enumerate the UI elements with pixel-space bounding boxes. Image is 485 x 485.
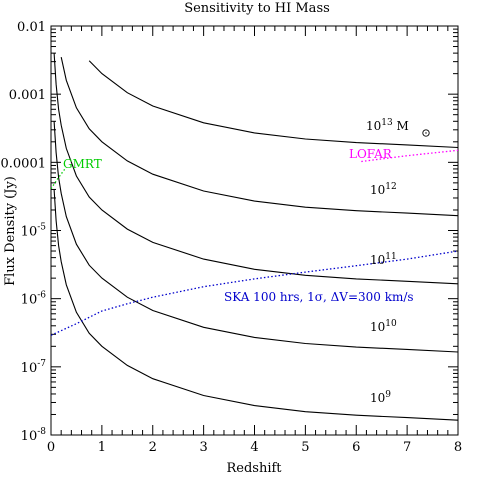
x-tick-label: 7	[403, 440, 411, 455]
mass-curve	[53, 189, 458, 421]
y-axis-label: Flux Density (Jy)	[3, 176, 18, 286]
solar-symbol-dot	[425, 132, 427, 134]
x-tick-label: 8	[454, 440, 462, 455]
plot-frame	[50, 25, 459, 436]
solar-symbol	[422, 129, 430, 137]
mass-curve-label: 109	[370, 390, 391, 405]
mass-curve	[53, 121, 458, 353]
mass-curve-label: 1013 M	[366, 118, 409, 133]
x-tick-label: 6	[352, 440, 360, 455]
sensitivity-curve	[361, 149, 458, 163]
chart-title: Sensitivity to HI Mass	[184, 1, 330, 16]
sensitivity-curve	[51, 166, 67, 190]
x-tick-label: 3	[199, 440, 207, 455]
mass-curve-label: 1010	[370, 319, 397, 334]
x-tick-labels: 0 1 2 3 4 5 6 7 8	[47, 440, 462, 455]
axis-ticks	[50, 25, 459, 436]
mass-curves	[53, 53, 458, 421]
x-tick-label: 5	[301, 440, 309, 455]
mass-curve-label: 1011	[370, 252, 397, 267]
y-tick-label: 0.01	[17, 20, 46, 35]
y-tick-label: 0.0001	[1, 156, 47, 171]
sensitivity-label: SKA 100 hrs, 1σ, ΔV=300 km/s	[224, 290, 414, 304]
mass-curve-label: 1012	[370, 182, 397, 197]
x-axis-label: Redshift	[226, 461, 282, 476]
mass-curve	[88, 60, 458, 149]
y-tick-label: 10-6	[21, 291, 47, 308]
y-tick-label: 10-7	[21, 359, 47, 376]
y-tick-label: 10-8	[21, 427, 47, 444]
y-tick-label: 10-5	[21, 223, 47, 240]
sensitivity-curves	[51, 149, 458, 336]
curve-labels: 109 1010 1011 1012 1013 M SKA 100 hrs, 1σ, ΔV…	[63, 118, 430, 405]
y-tick-labels: 10-8 10-7 10-6 10-5 0.0001 0.001 0.01	[1, 20, 47, 444]
x-tick-label: 1	[98, 440, 106, 455]
sensitivity-label: LOFAR	[349, 147, 393, 161]
mass-curve	[60, 56, 458, 217]
x-tick-label: 4	[250, 440, 258, 455]
sensitivity-label: GMRT	[63, 157, 102, 171]
mass-curve	[53, 53, 458, 285]
y-tick-label: 0.001	[9, 88, 46, 103]
x-tick-label: 0	[47, 440, 55, 455]
x-tick-label: 2	[149, 440, 157, 455]
